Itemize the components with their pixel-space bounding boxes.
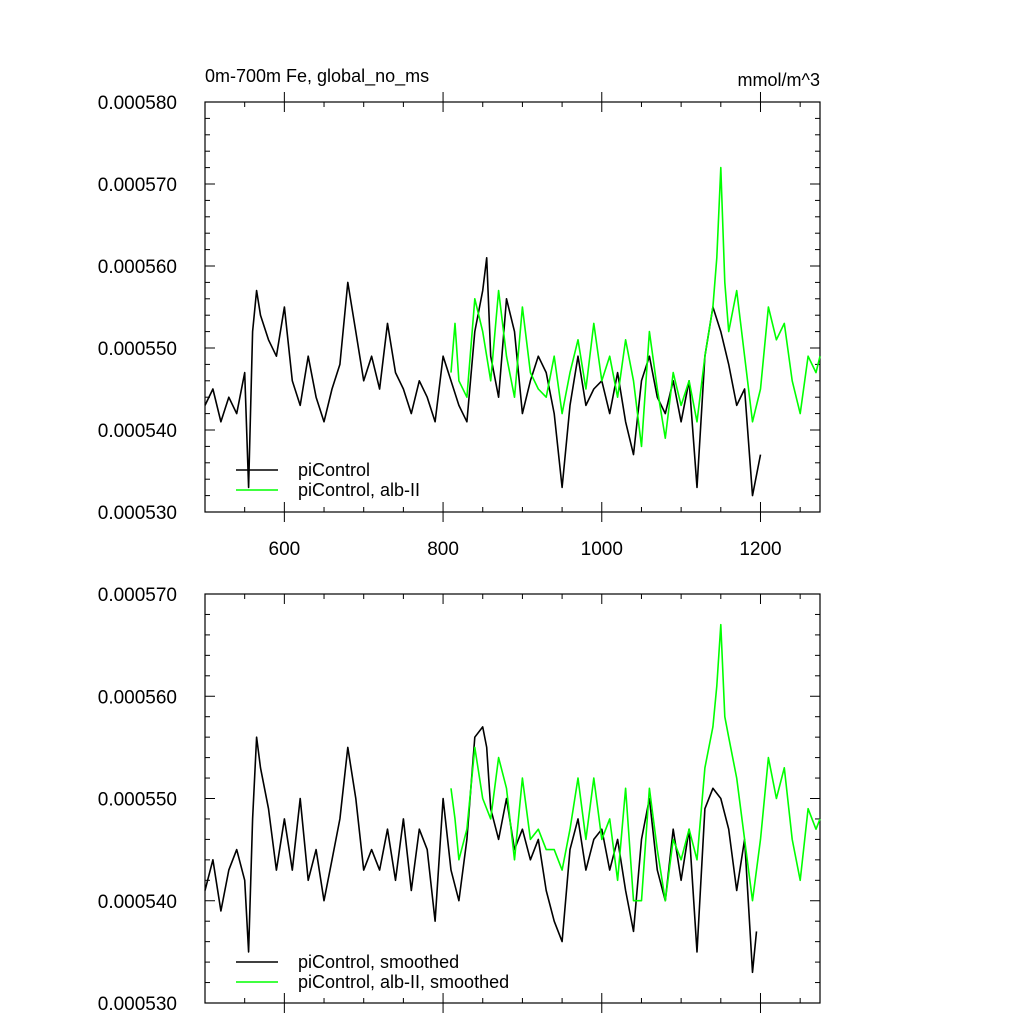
- legend-label: piControl, alb-II, smoothed: [298, 972, 509, 992]
- series-line-black: [204, 256, 762, 497]
- y-tick-label: 0.000580: [98, 93, 177, 114]
- series-line-black: [204, 726, 758, 974]
- legend-label: piControl, smoothed: [298, 952, 459, 972]
- top-panel: 0.000530 0.000540 0.000550 0.000560 0.000570…: [98, 92, 821, 560]
- y-tick-label: 0.000550: [98, 790, 177, 811]
- y-tick-label: 0.000540: [98, 421, 177, 442]
- x-tick-label: 600: [269, 539, 301, 560]
- plot-frame: [204, 593, 821, 1004]
- units-label: mmol/m^3: [738, 70, 820, 90]
- bottom-panel: 0.000530 0.000540 0.000550 0.000560 0.000570…: [98, 585, 821, 1015]
- y-tick-label: 0.000570: [98, 585, 177, 606]
- y-tick-label: 0.000570: [98, 175, 177, 196]
- chart-title: 0m-700m Fe, global_no_ms: [205, 66, 429, 87]
- legend-label: piControl: [298, 460, 370, 480]
- plot-frame: [204, 101, 821, 513]
- x-tick-label: 1000: [581, 539, 623, 560]
- y-tick-label: 0.000550: [98, 339, 177, 360]
- y-tick-label: 0.000560: [98, 257, 177, 278]
- series-line-green: [450, 623, 821, 902]
- legend-label: piControl, alb-II: [298, 480, 420, 500]
- y-tick-label: 0.000530: [98, 503, 177, 524]
- series-line-green: [450, 166, 821, 448]
- y-tick-label: 0.000560: [98, 687, 177, 708]
- y-tick-label: 0.000530: [98, 994, 177, 1015]
- y-tick-label: 0.000540: [98, 892, 177, 913]
- x-tick-label: 1200: [739, 539, 781, 560]
- x-tick-label: 800: [427, 539, 459, 560]
